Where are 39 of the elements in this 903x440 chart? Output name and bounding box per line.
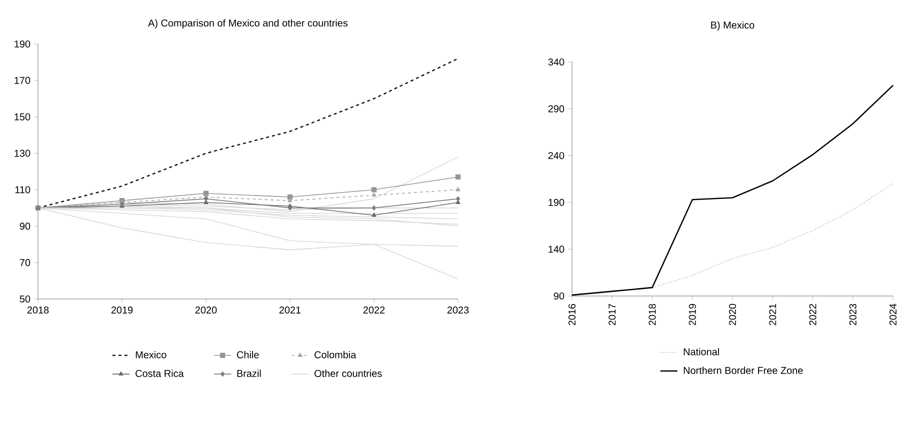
legend-label: Northern Border Free Zone [684, 366, 803, 374]
legend-label: Mexico [136, 351, 166, 358]
x-tick-label: 2022 [809, 304, 816, 326]
y-tick-label: 240 [548, 152, 564, 160]
legend-label: Brazil [237, 370, 261, 377]
legend-label: National [684, 348, 719, 356]
y-tick-label: 130 [14, 150, 30, 157]
y-tick-label: 70 [20, 259, 30, 266]
y-tick-label: 170 [14, 76, 30, 84]
x-tick-label: 2023 [447, 306, 469, 314]
x-tick-label: 2019 [688, 304, 696, 326]
x-tick-label: 2024 [889, 304, 897, 326]
y-tick-label: 110 [15, 186, 30, 194]
x-tick-label: 2021 [279, 306, 301, 314]
x-tick-label: 2022 [363, 306, 385, 314]
legend-label: Colombia [314, 351, 356, 358]
x-tick-label: 2020 [728, 304, 736, 326]
x-tick-label: 2018 [648, 304, 656, 326]
chart-title: B) Mexico [711, 21, 754, 31]
x-tick-label: 2020 [195, 306, 217, 314]
y-tick-label: 90 [20, 222, 30, 230]
y-tick-label: 150 [14, 113, 30, 120]
x-tick-label: 2016 [568, 304, 576, 326]
y-tick-label: 290 [548, 105, 564, 112]
legend-label: Costa Rica [136, 370, 184, 377]
legend-label: Chile [236, 351, 259, 358]
legend-label: Other countries [314, 370, 382, 377]
x-tick-label: 2019 [111, 306, 133, 314]
y-tick-label: 90 [554, 292, 564, 300]
x-tick-label: 2018 [27, 306, 49, 314]
y-tick-label: 190 [548, 198, 564, 206]
x-tick-label: 2021 [769, 304, 776, 326]
chart-title: A) Comparison of Mexico and other countries [148, 19, 348, 29]
x-tick-label: 2023 [849, 304, 856, 326]
y-tick-label: 140 [548, 246, 564, 253]
y-tick-label: 340 [548, 58, 564, 66]
y-tick-label: 190 [14, 40, 30, 48]
x-tick-label: 2017 [608, 304, 616, 326]
y-tick-label: 50 [20, 295, 30, 303]
